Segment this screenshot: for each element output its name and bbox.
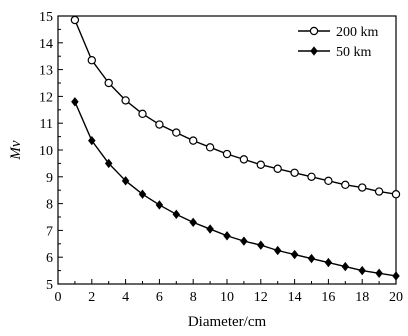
data-point <box>308 173 315 180</box>
x-tick-label: 18 <box>355 290 369 305</box>
data-point <box>376 188 383 195</box>
data-point <box>72 98 79 106</box>
x-tick-label: 4 <box>122 290 129 305</box>
y-tick-label: 15 <box>39 10 53 25</box>
y-tick-label: 5 <box>46 278 53 293</box>
data-point <box>291 250 298 258</box>
data-point <box>308 254 315 262</box>
data-point <box>342 181 349 188</box>
x-tick-label: 12 <box>254 290 268 305</box>
data-point <box>190 218 197 226</box>
data-point <box>139 190 146 198</box>
data-point <box>342 262 349 270</box>
x-axis-title: Diameter/cm <box>188 314 267 330</box>
y-tick-label: 13 <box>39 64 53 79</box>
data-point <box>257 161 264 168</box>
data-point <box>105 79 112 86</box>
x-tick-label: 10 <box>220 290 234 305</box>
data-point <box>207 225 214 233</box>
legend: 200 km 50 km <box>298 25 379 60</box>
x-tick-label: 6 <box>156 290 163 305</box>
data-point <box>359 266 366 274</box>
y-tick-label: 10 <box>39 144 53 159</box>
x-tick-label: 0 <box>55 290 62 305</box>
data-point <box>122 97 129 104</box>
data-point <box>207 144 214 151</box>
data-point <box>274 246 281 254</box>
data-point <box>156 201 163 209</box>
data-point <box>173 129 180 136</box>
data-point <box>223 150 230 157</box>
y-tick-label: 12 <box>39 90 53 105</box>
x-tick-label: 16 <box>321 290 335 305</box>
data-point <box>156 121 163 128</box>
legend-marker <box>311 47 318 55</box>
x-tick-label: 2 <box>88 290 95 305</box>
y-tick-label: 9 <box>46 171 53 186</box>
y-tick-label: 7 <box>46 224 53 239</box>
data-point <box>325 258 332 266</box>
x-tick-label: 20 <box>389 290 403 305</box>
data-point <box>392 191 399 198</box>
data-point <box>393 272 400 280</box>
legend-marker <box>310 27 317 34</box>
data-point <box>274 165 281 172</box>
data-point <box>88 57 95 64</box>
y-tick-label: 6 <box>46 251 53 266</box>
data-point <box>257 241 264 249</box>
data-point <box>173 210 180 218</box>
data-point <box>325 177 332 184</box>
data-point <box>139 110 146 117</box>
y-tick-label: 14 <box>39 37 53 52</box>
y-tick-label: 8 <box>46 198 53 213</box>
x-tick-label: 14 <box>288 290 302 305</box>
data-point <box>359 184 366 191</box>
legend-label: 200 km <box>336 25 379 40</box>
x-tick-label: 8 <box>190 290 197 305</box>
data-point <box>291 169 298 176</box>
data-point <box>240 156 247 163</box>
y-axis-title: Mv <box>8 140 24 160</box>
data-point <box>224 232 231 240</box>
series-line-2 <box>75 102 396 276</box>
data-point <box>190 137 197 144</box>
y-tick-label: 11 <box>40 117 53 132</box>
data-point <box>376 269 383 277</box>
legend-label: 50 km <box>336 45 372 60</box>
data-point <box>241 237 248 245</box>
data-point <box>71 16 78 23</box>
